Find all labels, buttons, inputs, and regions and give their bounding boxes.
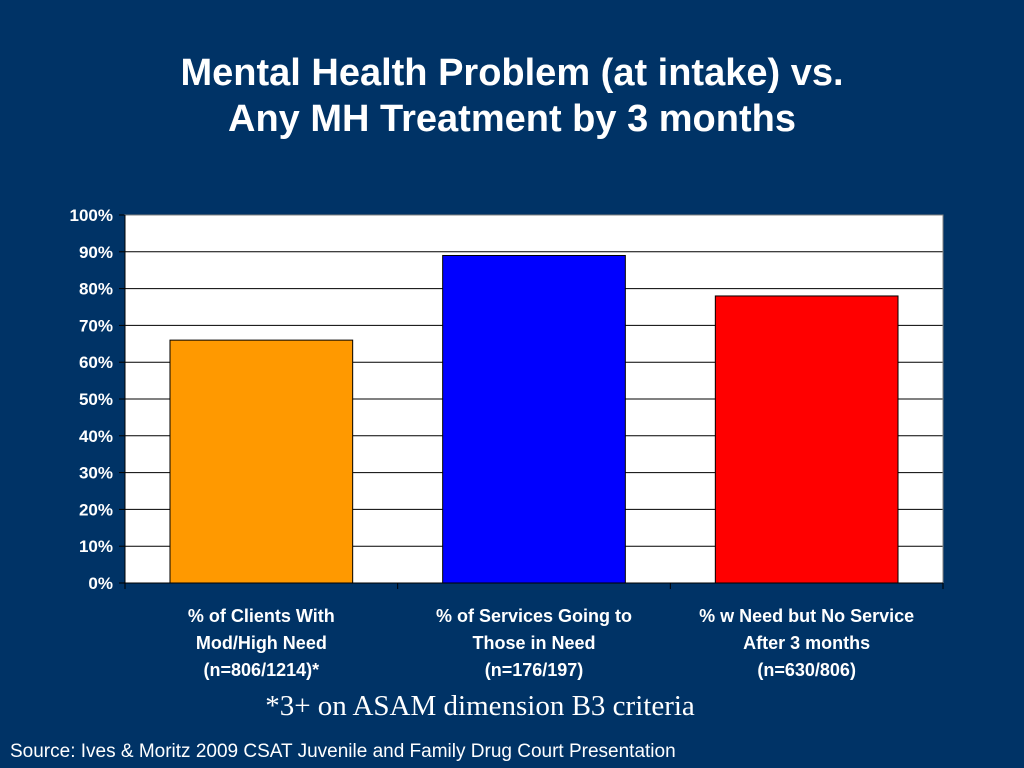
source-note: Source: Ives & Moritz 2009 CSAT Juvenile… — [10, 741, 676, 762]
y-tick-label: 50% — [79, 390, 113, 409]
y-tick-labels: 0% 10% 20% 30% 40% 50% 60% 70% 80% 90% 100% — [70, 206, 113, 593]
chart-title-line-2: Any MH Treatment by 3 months — [228, 98, 796, 140]
y-tick-label: 70% — [79, 316, 113, 335]
y-tick-label: 40% — [79, 427, 113, 446]
x-tick-label-line: % w Need but No Service — [699, 606, 914, 626]
x-tick-label-line: (n=806/1214)* — [204, 660, 320, 680]
x-tick-label-line: (n=176/197) — [485, 660, 584, 680]
data-labels: 66% 89% 78% — [236, 217, 831, 330]
x-tick-label-line: % of Clients With — [188, 606, 335, 626]
y-tick-label: 90% — [79, 243, 113, 262]
bars — [169, 254, 899, 584]
chart-title-line-1: Mental Health Problem (at intake) vs. — [180, 52, 844, 94]
x-tick-label-line: Mod/High Need — [196, 633, 327, 653]
x-tick-label: % of Services Going to Those in Need (n=17… — [436, 606, 632, 680]
y-tick-label: 100% — [70, 206, 113, 225]
y-tick-label: 10% — [79, 537, 113, 556]
data-label: 66% — [236, 302, 286, 330]
data-label: 89% — [509, 217, 559, 245]
chart-title: Mental Health Problem (at intake) vs. An… — [0, 50, 1024, 142]
x-tick-label: % w Need but No Service After 3 months (n=… — [699, 606, 914, 680]
y-tick-label: 60% — [79, 353, 113, 372]
bar — [714, 295, 899, 584]
x-tick-label: % of Clients With Mod/High Need (n=806/121… — [188, 606, 335, 680]
x-tick-label-line: % of Services Going to — [436, 606, 632, 626]
y-tick-label: 20% — [79, 500, 113, 519]
y-tick-label: 80% — [79, 280, 113, 299]
bar — [169, 339, 354, 584]
bar — [442, 254, 626, 584]
x-tick-labels: % of Clients With Mod/High Need (n=806/121… — [188, 606, 914, 680]
x-tick-label-line: After 3 months — [743, 633, 870, 653]
x-tick-label-line: Those in Need — [472, 633, 595, 653]
y-tick-label: 0% — [88, 574, 113, 593]
footnote: *3+ on ASAM dimension B3 criteria — [265, 690, 695, 722]
axes — [119, 214, 944, 589]
data-label: 78% — [782, 258, 832, 286]
y-tick-label: 30% — [79, 464, 113, 483]
x-tick-label-line: (n=630/806) — [757, 660, 856, 680]
